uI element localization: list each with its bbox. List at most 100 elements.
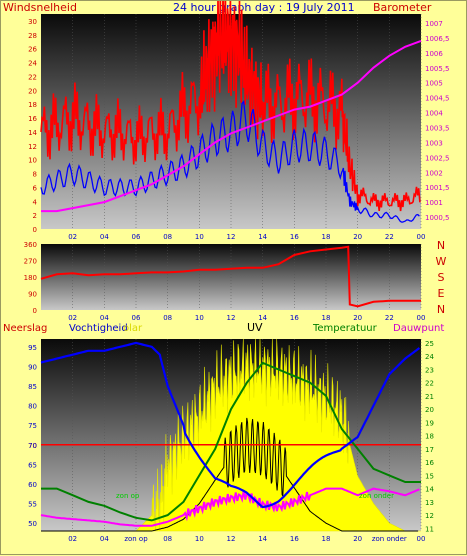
- direction-x-tick-label: 02: [68, 314, 77, 322]
- temperature-y-right-tick-label: 14: [425, 486, 434, 494]
- barometer-y-right-tick-label: 1004,5: [425, 95, 450, 103]
- humidity-series-line: [40, 341, 421, 509]
- direction-panel-y-ticks: 0 90 180 270 360: [24, 241, 37, 315]
- humidity-panel-y-left-ticks: 50 55 60 65 70 75 80 85 90 95: [28, 344, 37, 528]
- barometer-label: Barometer: [373, 1, 432, 14]
- solar-label: olar: [123, 323, 143, 334]
- humidity-x-tick-label: 02: [68, 535, 77, 543]
- wind-y-left-tick-label: 20: [28, 87, 37, 95]
- direction-x-tick-label: 14: [258, 314, 267, 322]
- barometer-y-right-tick-label: 1001,5: [425, 184, 450, 192]
- wind-y-left-tick-label: 30: [28, 18, 37, 26]
- temperature-y-right-tick-label: 19: [425, 419, 434, 427]
- humidity-x-tick-label: 12: [227, 535, 236, 543]
- direction-x-tick-label: 16: [290, 314, 299, 322]
- direction-x-tick-label: 20: [353, 314, 362, 322]
- humidity-x-tick-label: 08: [163, 535, 172, 543]
- temperature-y-right-tick-label: 15: [425, 472, 434, 480]
- humidity-x-tick-label: 04: [100, 535, 109, 543]
- temperature-y-right-tick-label: 25: [425, 340, 434, 348]
- dauwpunt-label: Dauwpunt: [393, 323, 444, 334]
- wind-x-tick-label: 02: [68, 233, 77, 241]
- direction-x-tick-label: 18: [322, 314, 331, 322]
- wind-y-left-tick-label: 4: [33, 198, 38, 206]
- wind-y-left-tick-label: 26: [28, 46, 37, 54]
- temperature-y-right-tick-label: 16: [425, 459, 434, 467]
- compass-letter: N: [437, 239, 445, 252]
- wind-y-left-tick-label: 24: [28, 60, 37, 68]
- temperature-y-right-tick-label: 13: [425, 499, 434, 507]
- barometer-y-right-tick-label: 1006: [425, 50, 443, 58]
- windsnelheid-label: Windsnelheid: [3, 1, 77, 14]
- wind-y-left-tick-label: 10: [28, 157, 37, 165]
- direction-panel-x-ticks: 02 04 06 08 10 12 14 16 18 20 22 00: [68, 314, 425, 322]
- humidity-y-left-tick-label: 70: [28, 442, 37, 450]
- compass-letter: E: [438, 287, 445, 300]
- direction-y-tick-label: 90: [28, 291, 37, 299]
- barometer-y-right-tick-label: 1000,5: [425, 214, 450, 222]
- humidity-y-left-tick-label: 50: [28, 520, 37, 528]
- wind-y-left-tick-label: 12: [28, 143, 37, 151]
- wind-y-left-tick-label: 8: [33, 171, 37, 179]
- humidity-x-tick-label: 18: [322, 535, 331, 543]
- humidity-y-left-tick-label: 95: [28, 344, 37, 352]
- wind-x-tick-label: 20: [353, 233, 362, 241]
- wind-y-left-tick-label: 18: [28, 101, 37, 109]
- temperature-y-right-tick-label: 23: [425, 366, 434, 374]
- direction-x-tick-label: 12: [227, 314, 236, 322]
- direction-y-tick-label: 270: [24, 258, 37, 266]
- wind-x-tick-label: 12: [227, 233, 236, 241]
- direction-x-tick-label: 22: [385, 314, 394, 322]
- humidity-y-left-tick-label: 55: [28, 501, 37, 509]
- wind-x-tick-label: 16: [290, 233, 299, 241]
- barometer-y-right-tick-label: 1002,5: [425, 154, 450, 162]
- temperature-y-right-tick-label: 22: [425, 380, 434, 388]
- wind-y-left-tick-label: 28: [28, 32, 37, 40]
- compass-letter: W: [436, 255, 447, 268]
- humidity-panel-series: 70: [28, 338, 421, 532]
- wind-y-left-tick-label: 2: [33, 212, 37, 220]
- barometer-y-right-tick-label: 1005: [425, 80, 443, 88]
- direction-series-line: [40, 245, 421, 308]
- humidity-x-tick-label: zon onder: [372, 535, 407, 543]
- humidity-x-tick-label: zon op: [124, 535, 148, 543]
- barometer-y-right-tick-label: 1001: [425, 199, 443, 207]
- zon-onder-marker-label: zon onder: [359, 492, 394, 500]
- wind-panel-series: [40, 1, 422, 223]
- average-wind-series-line: [40, 100, 420, 223]
- direction-x-tick-label: 08: [163, 314, 172, 322]
- temperature-y-right-tick-label: 17: [425, 446, 434, 454]
- wind-panel-y-right-ticks: 1000,5 1001 1001,5 1002 1002,5 1003 1003,5 1004…: [425, 20, 450, 222]
- zon-op-marker-label: zon op: [116, 492, 140, 500]
- direction-x-tick-label: 10: [195, 314, 204, 322]
- direction-y-tick-label: 180: [24, 274, 37, 282]
- wind-x-tick-label: 08: [163, 233, 172, 241]
- humidity-y-left-tick-label: 65: [28, 461, 37, 469]
- direction-x-tick-label: 06: [132, 314, 141, 322]
- wind-y-left-tick-label: 14: [28, 129, 37, 137]
- wind-x-tick-label: 00: [417, 233, 426, 241]
- temperature-y-right-tick-label: 24: [425, 353, 434, 361]
- humidity-y-left-tick-label: 75: [28, 422, 37, 430]
- barometer-y-right-tick-label: 1003: [425, 139, 443, 147]
- barometer-y-right-tick-label: 1005,5: [425, 65, 450, 73]
- direction-y-tick-label: 360: [24, 241, 37, 249]
- wind-y-left-tick-label: 6: [33, 184, 38, 192]
- direction-x-tick-label: 00: [417, 314, 426, 322]
- uv-label: UV: [247, 321, 263, 334]
- direction-x-tick-label: 04: [100, 314, 109, 322]
- humidity-y-left-tick-label: 80: [28, 403, 37, 411]
- humidity-panel-x-ticks: 02 04 zon op 08 10 12 14 16 18 20 zon onder 00: [68, 535, 425, 543]
- wind-y-left-tick-label: 22: [28, 73, 37, 81]
- humidity-x-tick-label: 20: [353, 535, 362, 543]
- wind-y-left-tick-label: 16: [28, 115, 37, 123]
- barometer-y-right-tick-label: 1007: [425, 20, 443, 28]
- humidity-y-left-tick-label: 85: [28, 383, 37, 391]
- direction-panel-grid: [72, 244, 422, 310]
- humidity-x-tick-label: 14: [258, 535, 267, 543]
- wind-y-left-tick-label: 0: [33, 226, 37, 234]
- wind-x-tick-label: 04: [100, 233, 109, 241]
